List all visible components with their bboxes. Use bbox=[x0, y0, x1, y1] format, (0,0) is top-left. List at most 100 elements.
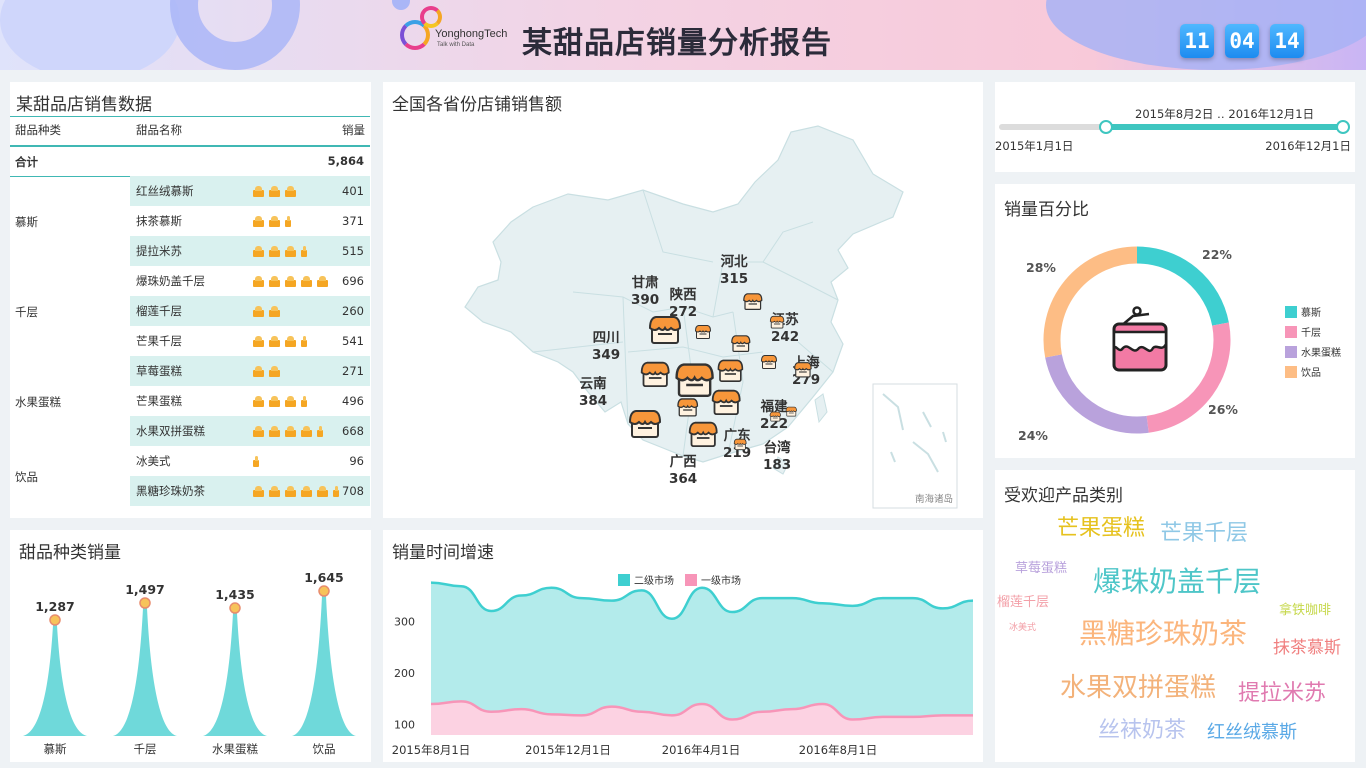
shop-icon[interactable] bbox=[710, 388, 742, 417]
word-item[interactable]: 草莓蛋糕 bbox=[1015, 561, 1068, 576]
legend-swatch bbox=[618, 573, 630, 586]
shop-icon[interactable] bbox=[793, 361, 813, 379]
sales-table-panel: 某甜品店销售数据 甜品种类 甜品名称 销量 合计 5,864 慕斯 千层 水果蛋… bbox=[10, 82, 371, 518]
product-name: 水果双拼蛋糕 bbox=[136, 424, 205, 438]
word-item[interactable]: 冰美式 bbox=[1009, 623, 1037, 633]
province-name: 台湾 bbox=[763, 440, 791, 456]
cake-icon bbox=[252, 306, 265, 317]
table-row[interactable]: 提拉米苏 515 bbox=[130, 236, 370, 266]
shop-icon[interactable] bbox=[730, 334, 752, 353]
shop-icon[interactable] bbox=[785, 406, 798, 417]
column-header-category[interactable]: 甜品种类 bbox=[15, 123, 61, 137]
table-row[interactable]: 草莓蛋糕 271 bbox=[130, 356, 370, 386]
legend-item[interactable]: 慕斯 bbox=[1285, 304, 1321, 319]
decorative-blob bbox=[0, 0, 180, 70]
table-row[interactable]: 冰美式 96 bbox=[130, 446, 370, 476]
province-label: 云南 384 bbox=[579, 376, 607, 410]
shop-icon[interactable] bbox=[687, 420, 719, 449]
product-name: 草莓蛋糕 bbox=[136, 364, 182, 378]
shop-icon[interactable] bbox=[742, 292, 764, 311]
cake-icon bbox=[252, 396, 265, 407]
province-value: 384 bbox=[579, 393, 608, 409]
page-title: 某甜品店销量分析报告 bbox=[522, 26, 832, 61]
shop-icon[interactable] bbox=[769, 315, 785, 329]
donut-chart[interactable]: 22% 26% 24% 28% bbox=[995, 184, 1355, 458]
shop-icon[interactable] bbox=[647, 314, 683, 346]
growth-area-chart[interactable]: 100 200 300 2015年8月1日 2015年12月1日 2016年4月1日 201… bbox=[383, 530, 983, 762]
legend-swatch bbox=[1285, 345, 1297, 358]
shop-icon[interactable] bbox=[627, 408, 663, 440]
legend-item[interactable]: 一级市场 bbox=[685, 572, 741, 587]
category-sales-chart[interactable]: 1,287 慕斯 1,497 千层 1,435 水果蛋糕 1,645 饮品 bbox=[10, 530, 371, 762]
word-item[interactable]: 榴莲千层 bbox=[997, 595, 1050, 610]
category-icon bbox=[49, 614, 61, 626]
slider-start-handle[interactable] bbox=[1099, 120, 1114, 134]
column-header-sales[interactable]: 销量 bbox=[342, 123, 365, 137]
shop-icon[interactable] bbox=[673, 361, 716, 399]
shop-icon[interactable] bbox=[694, 324, 712, 340]
legend-label: 慕斯 bbox=[1301, 308, 1321, 319]
word-item[interactable]: 拿铁咖啡 bbox=[1279, 603, 1332, 618]
shop-icon[interactable] bbox=[676, 397, 699, 418]
map-panel: 全国各省份店铺销售额 南海诸岛 甘肃 390 陕西 272 河北 315 江苏 242 四川 34… bbox=[383, 82, 983, 518]
cake-icon bbox=[316, 486, 329, 497]
product-name: 爆珠奶盖千层 bbox=[136, 274, 205, 288]
province-value: 272 bbox=[669, 304, 698, 320]
cake-icon bbox=[284, 186, 297, 197]
word-item[interactable]: 水果双拼蛋糕 bbox=[1060, 673, 1217, 703]
x-tick-label: 2016年8月1日 bbox=[799, 743, 877, 757]
pie-label: 28% bbox=[1026, 260, 1056, 275]
legend-item[interactable]: 水果蛋糕 bbox=[1285, 344, 1341, 359]
slider-end-handle[interactable] bbox=[1336, 120, 1350, 134]
province-name: 云南 bbox=[579, 376, 607, 392]
column-header-name[interactable]: 甜品名称 bbox=[136, 123, 182, 137]
province-value: 349 bbox=[592, 347, 621, 363]
legend-item[interactable]: 饮品 bbox=[1285, 364, 1321, 379]
sales-value: 271 bbox=[342, 364, 364, 378]
word-item[interactable]: 抹茶慕斯 bbox=[1273, 638, 1341, 658]
word-item[interactable]: 提拉米苏 bbox=[1238, 681, 1327, 706]
legend-label: 千层 bbox=[1301, 328, 1321, 339]
divider bbox=[10, 116, 370, 117]
shop-icon[interactable] bbox=[760, 354, 778, 370]
table-row[interactable]: 抹茶慕斯 371 bbox=[130, 206, 370, 236]
province-value: 242 bbox=[771, 329, 800, 345]
shop-icon[interactable] bbox=[769, 411, 782, 422]
word-item[interactable]: 芒果千层 bbox=[1160, 521, 1249, 546]
bar-spike bbox=[292, 596, 356, 736]
province-name: 广西 bbox=[669, 454, 697, 470]
product-name: 提拉米苏 bbox=[136, 244, 182, 258]
table-row[interactable]: 爆珠奶盖千层 696 bbox=[130, 266, 370, 296]
panel-title: 销量时间增速 bbox=[392, 543, 494, 563]
slider-range[interactable] bbox=[1106, 124, 1345, 130]
table-row[interactable]: 黑糖珍珠奶茶 708 bbox=[130, 476, 370, 506]
shop-icon[interactable] bbox=[716, 358, 745, 384]
word-item[interactable]: 黑糖珍珠奶茶 bbox=[1079, 617, 1248, 650]
table-row[interactable]: 芒果千层 541 bbox=[130, 326, 370, 356]
cake-icon bbox=[284, 276, 297, 287]
province-label: 广西 364 bbox=[669, 454, 697, 488]
table-row[interactable]: 红丝绒慕斯 401 bbox=[130, 176, 370, 206]
table-row[interactable]: 榴莲千层 260 bbox=[130, 296, 370, 326]
china-map[interactable] bbox=[383, 82, 983, 518]
legend-item[interactable]: 千层 bbox=[1285, 324, 1321, 339]
cake-icon bbox=[268, 246, 281, 257]
sales-value: 708 bbox=[342, 484, 364, 498]
shop-icon[interactable] bbox=[639, 360, 671, 389]
table-row[interactable]: 水果双拼蛋糕 668 bbox=[130, 416, 370, 446]
word-item[interactable]: 红丝绒慕斯 bbox=[1207, 722, 1297, 743]
cake-icon bbox=[252, 486, 265, 497]
slider-min-label: 2015年1月1日 bbox=[995, 139, 1074, 153]
word-item[interactable]: 丝袜奶茶 bbox=[1098, 718, 1187, 743]
sales-value: 401 bbox=[342, 184, 364, 198]
shop-icon[interactable] bbox=[733, 438, 747, 451]
province-value: 183 bbox=[763, 457, 792, 473]
table-row[interactable]: 芒果蛋糕 496 bbox=[130, 386, 370, 416]
province-value: 222 bbox=[760, 416, 789, 432]
legend-label: 水果蛋糕 bbox=[1301, 348, 1341, 359]
word-item[interactable]: 爆珠奶盖千层 bbox=[1093, 565, 1262, 598]
selected-range-text: 2015年8月2日 ‥ 2016年12月1日 bbox=[1135, 107, 1315, 121]
word-item[interactable]: 芒果蛋糕 bbox=[1057, 516, 1146, 541]
legend-item[interactable]: 二级市场 bbox=[618, 572, 674, 587]
x-tick-label: 2015年12月1日 bbox=[525, 743, 611, 757]
